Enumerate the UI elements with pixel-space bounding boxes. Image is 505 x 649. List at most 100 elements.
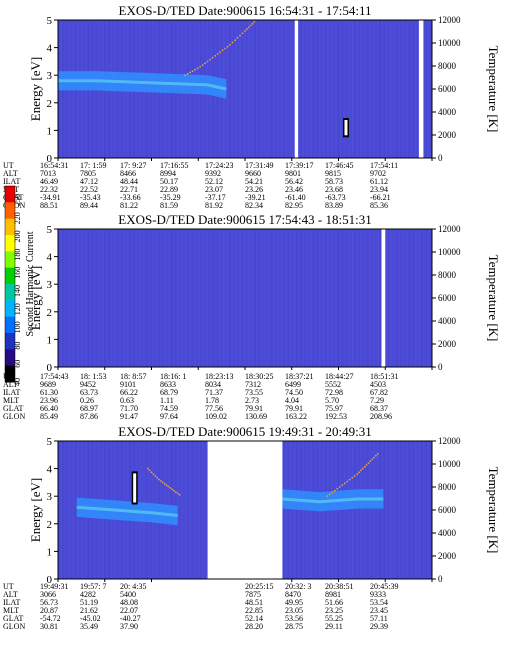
noise-stripe: [391, 441, 394, 579]
table-cell: 81.92: [205, 201, 223, 210]
noise-stripe: [195, 441, 198, 579]
noise-stripe: [324, 229, 327, 367]
table-cell: -45.02: [80, 614, 101, 623]
table-cell: 17:46:45: [325, 161, 353, 170]
colorbar-frame: [4, 185, 16, 383]
y-tick-label: 0: [47, 153, 53, 165]
trace-point: [221, 49, 224, 52]
y-tick-label: 2: [47, 519, 53, 531]
y2-axis-label: Temperature [K]: [486, 467, 501, 554]
y-tick-label: 1: [47, 546, 53, 558]
noise-stripe: [299, 441, 302, 579]
noise-stripe: [228, 20, 231, 158]
noise-stripe: [258, 229, 261, 367]
y-tick-label: 0: [47, 574, 53, 586]
y-tick-label: 5: [47, 224, 53, 236]
colorbar-segment: [5, 186, 15, 203]
table-cell: 61.30: [40, 388, 58, 397]
plasma-band-core: [58, 79, 227, 91]
trace-point: [165, 484, 168, 487]
noise-stripe: [124, 229, 127, 367]
noise-stripe: [133, 229, 136, 367]
noise-stripe: [345, 229, 348, 367]
noise-stripe: [141, 229, 144, 367]
table-cell: 66.22: [120, 388, 138, 397]
noise-stripe: [120, 229, 123, 367]
noise-stripe: [412, 20, 415, 158]
noise-stripe: [287, 229, 290, 367]
noise-stripe: [416, 441, 419, 579]
noise-stripe: [429, 20, 432, 158]
noise-stripe: [78, 229, 81, 367]
table-cell: 30.81: [40, 622, 58, 631]
noise-stripe: [258, 20, 261, 158]
y2-tick-label: 12000: [438, 436, 461, 446]
noise-stripe: [191, 441, 194, 579]
noise-stripe: [362, 229, 365, 367]
table-cell: 2.73: [245, 396, 259, 405]
noise-stripe: [424, 229, 427, 367]
noise-stripe: [99, 229, 102, 367]
noise-stripe: [187, 441, 190, 579]
table-row-label: GLON: [3, 622, 25, 631]
trace-point: [148, 469, 151, 472]
y2-tick-label: 0: [438, 153, 443, 163]
trace-point: [338, 486, 341, 488]
trace-point: [361, 467, 364, 470]
table-cell: 72.98: [325, 388, 343, 397]
table-cell: 22.85: [245, 606, 263, 615]
y2-tick-label: 2000: [438, 130, 457, 140]
y-tick-label: 4: [47, 43, 53, 55]
noise-stripe: [345, 20, 348, 158]
panel-title: EXOS-D/TED Date:900615 16:54:31 - 17:54:…: [119, 3, 372, 18]
table-cell: 51.19: [80, 598, 98, 607]
y2-tick-label: 6000: [438, 505, 457, 515]
table-cell: 4503: [370, 380, 386, 389]
noise-stripe: [220, 229, 223, 367]
table-cell: -40.27: [120, 614, 141, 623]
table-cell: 6499: [285, 380, 301, 389]
table-cell: 47.12: [80, 177, 98, 186]
colorbar-segment: [5, 316, 15, 334]
table-cell: 7013: [40, 169, 56, 178]
trace-point: [348, 478, 351, 481]
y2-tick-label: 2000: [438, 339, 457, 349]
table-cell: 53.54: [370, 598, 388, 607]
plasma-band-core: [76, 505, 178, 517]
noise-stripe: [62, 229, 65, 367]
table-cell: 18:16: 1: [160, 372, 186, 381]
noise-stripe: [245, 229, 248, 367]
trace-point: [189, 71, 192, 74]
noise-stripe: [291, 441, 294, 579]
noise-stripe: [429, 229, 432, 367]
table-cell: 56.42: [285, 177, 303, 186]
noise-stripe: [166, 229, 169, 367]
trace-point: [146, 467, 149, 470]
table-cell: 28.20: [245, 622, 263, 631]
noise-stripe: [383, 20, 386, 158]
noise-stripe: [312, 20, 315, 158]
noise-stripe: [362, 441, 365, 579]
noise-stripe: [341, 441, 344, 579]
trace-point: [196, 67, 199, 70]
table-cell: 29.39: [370, 622, 388, 631]
y2-axis-label: Temperature [K]: [486, 255, 501, 342]
trace-point: [158, 478, 160, 481]
y2-tick-label: 12000: [438, 224, 461, 234]
noise-stripe: [358, 441, 361, 579]
noise-stripe: [391, 229, 394, 367]
table-cell: 68.79: [160, 388, 178, 397]
noise-stripe: [178, 441, 181, 579]
noise-stripe: [137, 229, 140, 367]
noise-stripe: [370, 229, 373, 367]
table-cell: 1.78: [205, 396, 219, 405]
table-cell: -35.43: [80, 193, 101, 202]
table-cell: 9801: [285, 169, 301, 178]
table-cell: -35.29: [160, 193, 181, 202]
noise-stripe: [191, 229, 194, 367]
noise-stripe: [108, 229, 111, 367]
table-cell: 17:54:11: [370, 161, 398, 170]
noise-stripe: [245, 20, 248, 158]
table-cell: 9815: [325, 169, 341, 178]
noise-stripe: [366, 20, 369, 158]
